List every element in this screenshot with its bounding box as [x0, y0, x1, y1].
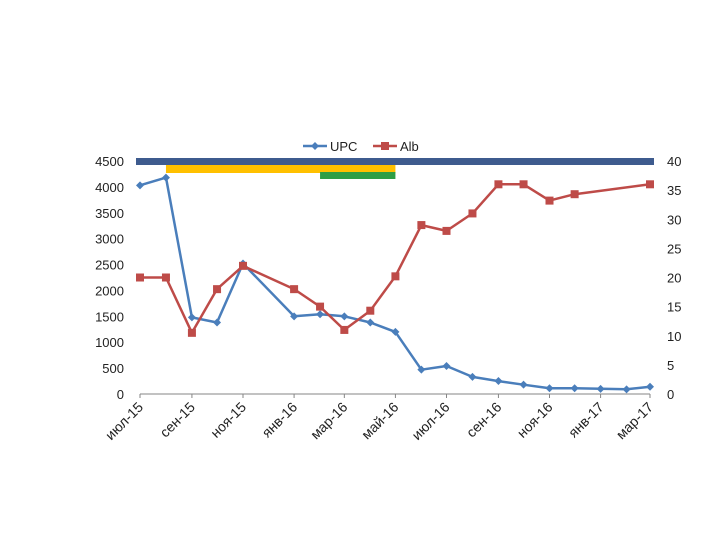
right-y-tick-label: 15: [667, 300, 681, 315]
left-y-tick-label: 3000: [95, 232, 124, 247]
data-point: [596, 384, 605, 393]
right-y-tick-label: 25: [667, 241, 681, 256]
right-y-tick-label: 5: [667, 358, 674, 373]
data-point: [366, 306, 375, 315]
data-point: [239, 261, 248, 270]
data-point: [570, 384, 579, 393]
right-y-tick-label: 10: [667, 329, 681, 344]
left-y-tick-label: 3500: [95, 206, 124, 221]
x-axis: июл-15 сен-15 ноя-15 янв-16 мар-16 май-16 июл-…: [102, 393, 657, 443]
data-point: [213, 285, 222, 294]
left-y-tick-label: 0: [117, 387, 124, 402]
data-point: [545, 384, 554, 393]
left-y-tick-label: 2000: [95, 283, 124, 298]
data-point: [646, 180, 654, 189]
data-point: [136, 273, 144, 282]
legend-marker: [311, 142, 319, 150]
x-tick-label: май-16: [358, 399, 402, 443]
right-y-tick-label: 40: [667, 154, 681, 169]
legend-label: Alb: [400, 139, 419, 154]
right-y-tick-label: 20: [667, 271, 681, 286]
data-point: [161, 273, 170, 282]
left-y-tick-label: 1500: [95, 309, 124, 324]
period-band-2: [165, 165, 396, 173]
data-point: [391, 327, 400, 336]
x-tick-label: янв-16: [259, 399, 301, 441]
x-tick-label: июл-16: [408, 399, 452, 443]
x-tick-label: янв-17: [565, 399, 607, 441]
data-point: [494, 180, 503, 189]
left-y-axis: 0 500 1000 1500 2000 2500 3000 3500 4000 4500: [95, 154, 124, 402]
data-point: [316, 310, 325, 319]
series-upc: [136, 173, 654, 394]
period-band-1: [136, 158, 654, 165]
data-point: [161, 173, 170, 182]
data-point: [519, 380, 528, 389]
left-y-tick-label: 4500: [95, 154, 124, 169]
left-y-tick-label: 2500: [95, 258, 124, 273]
data-point: [494, 377, 503, 386]
data-point: [442, 362, 451, 371]
data-point: [366, 318, 375, 327]
series-line-alb: [140, 183, 651, 335]
legend-label: UPC: [330, 139, 357, 154]
left-y-tick-label: 500: [102, 361, 124, 376]
x-tick-label: июл-15: [102, 399, 146, 443]
series-layer: [136, 173, 654, 394]
legend: UPC Alb: [303, 139, 419, 154]
data-point: [545, 196, 554, 205]
data-point: [187, 313, 196, 322]
left-y-tick-label: 1000: [95, 335, 124, 350]
left-y-tick-label: 4000: [95, 180, 124, 195]
period-band-3: [320, 172, 396, 179]
data-point: [468, 372, 477, 381]
series-alb: [136, 180, 654, 337]
data-point: [442, 226, 451, 235]
data-point: [391, 272, 400, 281]
data-point: [187, 328, 196, 337]
data-point: [316, 302, 325, 311]
x-tick-label: сен-15: [156, 399, 198, 441]
data-point: [290, 285, 299, 294]
right-y-axis: 0 5 10 15 20 25 30 35 40: [667, 154, 681, 402]
x-tick-label: ноя-15: [207, 399, 249, 441]
x-tick-label: мар-17: [613, 399, 657, 443]
x-tick-label: ноя-16: [514, 399, 556, 441]
right-y-tick-label: 30: [667, 212, 681, 227]
data-point: [519, 180, 528, 189]
data-point: [290, 312, 299, 321]
x-tick-label: мар-16: [307, 399, 351, 443]
treatment-bands: [136, 158, 654, 179]
right-y-tick-label: 0: [667, 387, 674, 402]
data-point: [417, 365, 426, 374]
data-point: [340, 312, 349, 321]
data-point: [646, 382, 654, 391]
data-point: [136, 181, 144, 190]
data-point: [622, 385, 631, 394]
data-point: [417, 221, 426, 230]
data-point: [570, 190, 579, 199]
legend-marker: [381, 142, 389, 150]
data-point: [468, 209, 477, 218]
data-point: [213, 318, 222, 327]
data-point: [340, 325, 349, 334]
right-y-tick-label: 35: [667, 183, 681, 198]
series-line-upc: [139, 176, 651, 391]
x-tick-label: сен-16: [463, 399, 505, 441]
